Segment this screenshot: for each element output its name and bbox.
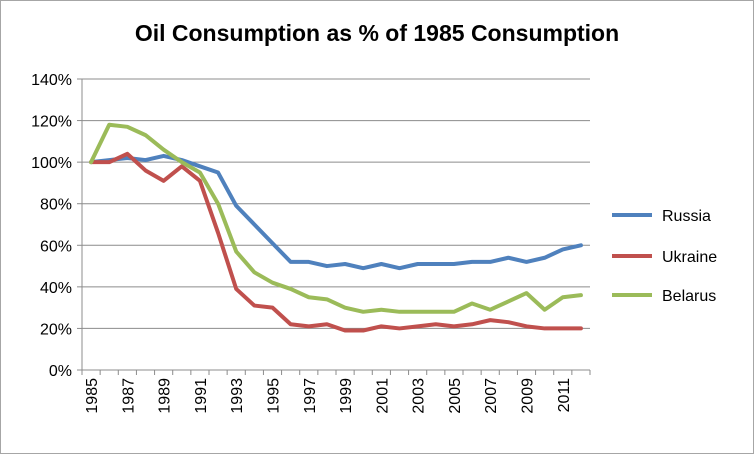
legend-label-russia: Russia [662,208,711,225]
legend-label-belarus: Belarus [662,288,716,305]
y-tick-label: 20% [40,321,72,338]
y-tick-label: 120% [31,114,72,131]
x-tick-label: 1987 [120,378,137,414]
x-tick-label: 1991 [193,378,210,414]
x-tick-label: 1999 [338,378,355,414]
x-tick-label: 1997 [302,378,319,414]
gridlines [82,78,590,329]
x-axis: 1985 1987 1989 1991 1993 1995 1997 1999 2001 2003… [81,369,591,414]
x-tick-label: 2007 [483,378,500,414]
x-tick-label: 1995 [266,378,283,414]
x-tick-label: 1993 [229,378,246,414]
legend: Russia Ukraine Belarus [612,208,717,305]
x-tick-label: 2005 [447,378,464,414]
x-tick-label: 2001 [374,378,391,414]
y-tick-label: 60% [40,238,72,255]
y-tick-label: 140% [31,72,72,89]
y-tick-label: 0% [49,363,72,380]
series-line-russia [89,153,583,271]
y-tick-label: 80% [40,197,72,214]
y-axis: 0% 20% 40% 60% 80% 100% 120% 140% [31,72,83,380]
x-tick-label: 2003 [411,378,428,414]
series-line-ukraine [89,151,583,333]
series-lines [89,122,583,333]
chart-title: Oil Consumption as % of 1985 Consumption [134,20,620,46]
legend-label-ukraine: Ukraine [662,249,717,266]
y-tick-label: 100% [31,155,72,172]
x-tick-label: 1989 [157,378,174,414]
y-tick-label: 40% [40,280,72,297]
x-tick-label: 2011 [556,378,573,413]
x-tick-label: 2009 [520,378,537,414]
series-line-belarus [89,122,583,314]
x-tick-label: 1985 [84,378,101,414]
